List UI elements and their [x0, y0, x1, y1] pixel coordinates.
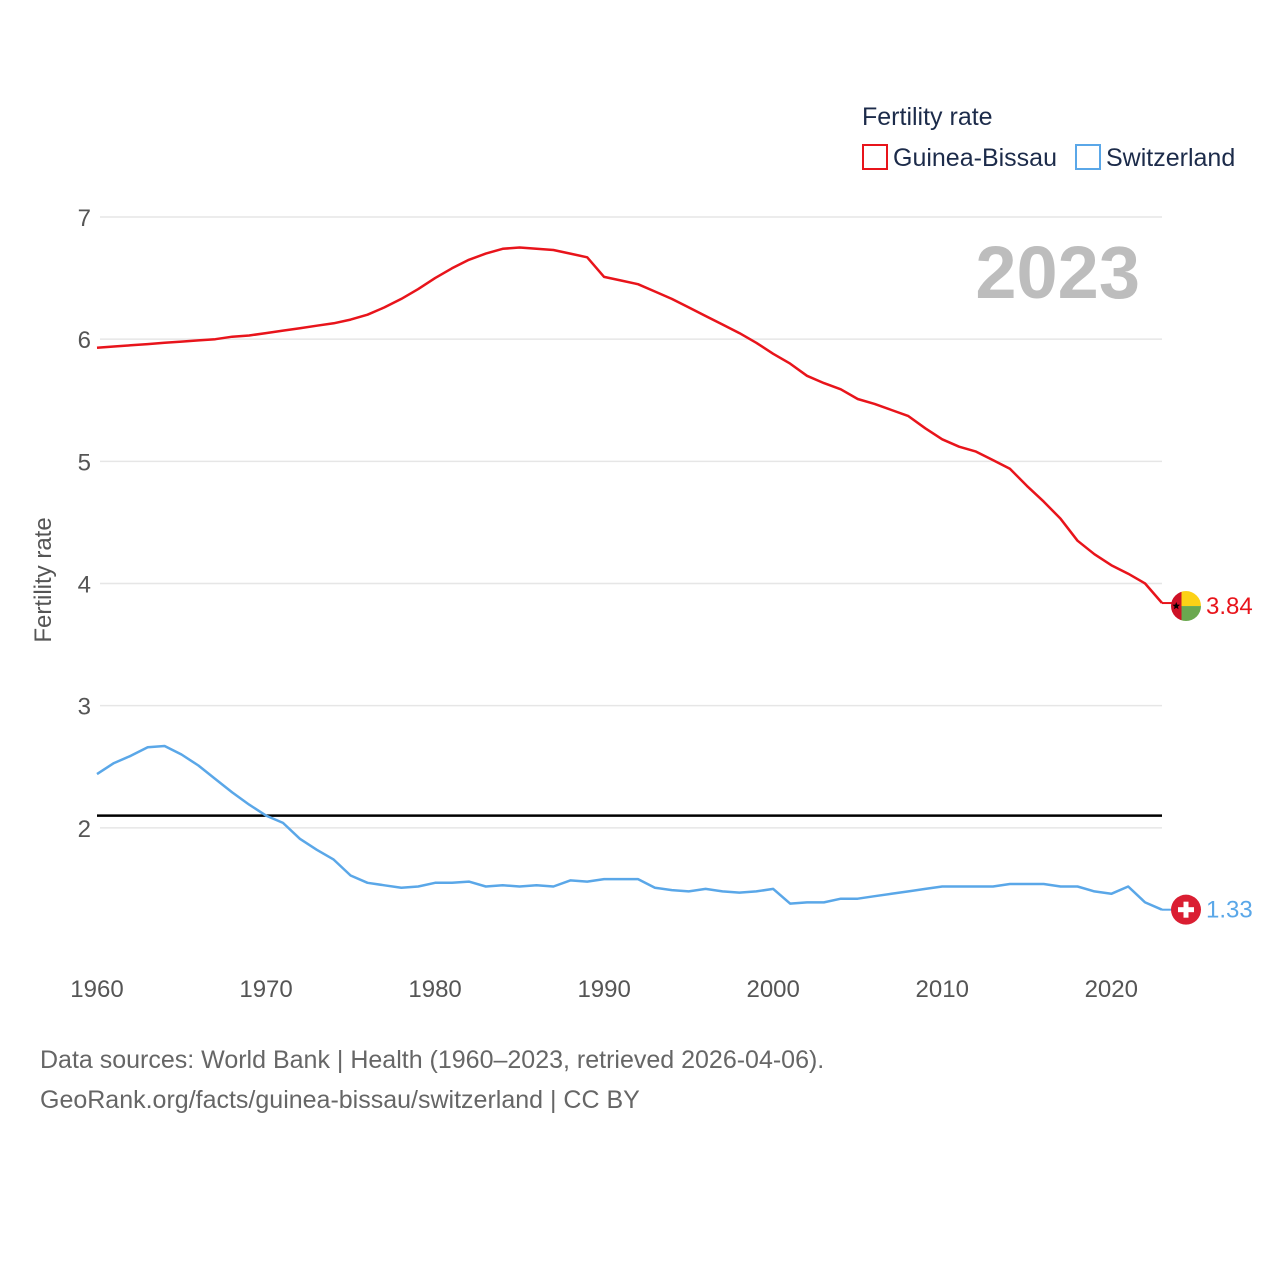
x-tick-label-2000: 2000: [746, 976, 799, 1003]
legend-item-switzerland[interactable]: Switzerland: [1075, 144, 1235, 172]
legend-label-guinea-bissau: Guinea-Bissau: [893, 144, 1057, 172]
legend-swatch-switzerland: [1075, 144, 1101, 170]
legend-title: Fertility rate: [862, 103, 993, 131]
series-line-switzerland: [96, 744, 1163, 911]
legend-label-switzerland: Switzerland: [1106, 144, 1235, 172]
y-tick-label-4: 4: [78, 572, 91, 599]
series-line-guinea-bissau: [96, 246, 1163, 604]
year-label: 2023: [975, 231, 1140, 314]
x-tick-label-1990: 1990: [577, 976, 630, 1003]
y-tick-label-6: 6: [78, 327, 91, 354]
switzerland-flag-icon: [1171, 894, 1201, 925]
legend-item-guinea-bissau[interactable]: Guinea-Bissau: [862, 144, 1057, 172]
y-tick-label-5: 5: [78, 449, 91, 476]
source-note: Data sources: World Bank | Health (1960–…: [40, 1040, 824, 1120]
x-tick-label-2020: 2020: [1085, 976, 1138, 1003]
x-tick-label-1960: 1960: [70, 976, 123, 1003]
y-tick-label-3: 3: [78, 694, 91, 721]
y-axis-ticks: 2 3 4 5 6 7: [78, 205, 91, 843]
y-axis-title: Fertility rate: [30, 517, 57, 642]
x-tick-label-1970: 1970: [239, 976, 292, 1003]
y-tick-label-2: 2: [78, 816, 91, 843]
end-label-switzerland: 1.33: [1206, 897, 1253, 924]
x-axis-ticks: 1960 1970 1980 1990 2000 2010 2020: [70, 976, 1138, 1003]
legend-swatch-guinea-bissau: [862, 144, 888, 170]
series-layer: [96, 246, 1172, 911]
source-link[interactable]: GeoRank.org/facts/guinea-bissau/switzerl…: [40, 1086, 640, 1114]
end-label-guinea-bissau: 3.84: [1206, 593, 1253, 620]
source-line: Data sources: World Bank | Health (1960–…: [40, 1046, 825, 1074]
gridlines: [100, 216, 1162, 829]
x-tick-label-2010: 2010: [916, 976, 969, 1003]
x-tick-label-1980: 1980: [408, 976, 461, 1003]
y-tick-label-7: 7: [78, 205, 91, 232]
